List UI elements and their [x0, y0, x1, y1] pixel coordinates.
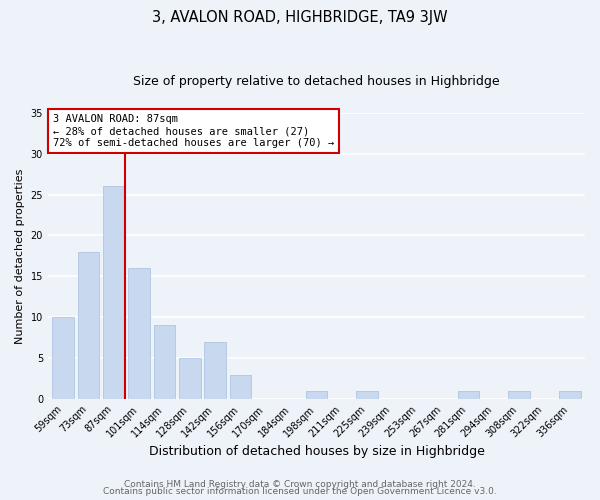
Bar: [559, 391, 581, 399]
Title: Size of property relative to detached houses in Highbridge: Size of property relative to detached ho…: [133, 75, 500, 88]
Y-axis label: Number of detached properties: Number of detached properties: [15, 168, 25, 344]
Bar: [128, 268, 150, 399]
Text: 3, AVALON ROAD, HIGHBRIDGE, TA9 3JW: 3, AVALON ROAD, HIGHBRIDGE, TA9 3JW: [152, 10, 448, 25]
Bar: [230, 374, 251, 399]
Bar: [103, 186, 125, 399]
Bar: [458, 391, 479, 399]
Bar: [77, 252, 99, 399]
Bar: [52, 318, 74, 399]
Bar: [305, 391, 327, 399]
Text: Contains HM Land Registry data © Crown copyright and database right 2024.: Contains HM Land Registry data © Crown c…: [124, 480, 476, 489]
Text: 3 AVALON ROAD: 87sqm
← 28% of detached houses are smaller (27)
72% of semi-detac: 3 AVALON ROAD: 87sqm ← 28% of detached h…: [53, 114, 334, 148]
Text: Contains public sector information licensed under the Open Government Licence v3: Contains public sector information licen…: [103, 487, 497, 496]
Bar: [154, 326, 175, 399]
Bar: [356, 391, 378, 399]
Bar: [508, 391, 530, 399]
Bar: [179, 358, 200, 399]
X-axis label: Distribution of detached houses by size in Highbridge: Distribution of detached houses by size …: [149, 444, 484, 458]
Bar: [205, 342, 226, 399]
